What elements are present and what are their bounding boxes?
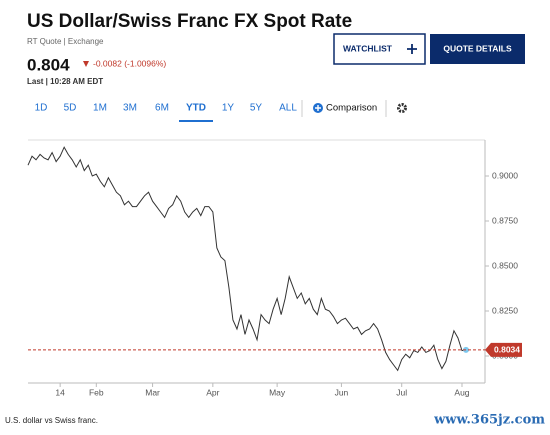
quote-source: RT Quote | Exchange [27, 37, 104, 46]
comparison-label[interactable]: Comparison [326, 103, 377, 114]
price-line [27, 146, 467, 372]
range-tab[interactable]: 1D [35, 103, 48, 114]
down-arrow [83, 61, 89, 67]
plus-icon [315, 105, 321, 111]
price: 0.804 [27, 55, 70, 74]
quote-details-label: QUOTE DETAILS [443, 43, 512, 53]
watermark: www.365jz.com [433, 413, 545, 428]
last-value-tag [485, 342, 522, 357]
range-tab[interactable]: YTD [186, 103, 206, 114]
x-tick-label: 14 [55, 387, 65, 397]
range-tab[interactable]: 5Y [250, 103, 263, 114]
last-value-label: 0.8034 [494, 345, 520, 355]
range-tab[interactable]: 1M [93, 103, 107, 114]
range-tab[interactable]: 1Y [222, 103, 235, 114]
x-tick-label: Aug [454, 387, 469, 397]
y-tick-label: 0.8250 [492, 305, 518, 315]
plot: 0.80000.82500.85000.87500.900014FebMarAp… [27, 146, 522, 397]
x-tick-label: Jun [335, 387, 349, 397]
range-tab[interactable]: 3M [123, 103, 137, 114]
quote-details-button[interactable] [430, 34, 525, 64]
y-tick-label: 0.9000 [492, 170, 518, 180]
last-time: Last | 10:28 AM EDT [27, 77, 103, 86]
caption: U.S. dollar vs Swiss franc. [5, 416, 98, 425]
range-tab[interactable]: ALL [279, 103, 297, 114]
title: US Dollar/Swiss Franc FX Spot Rate [27, 11, 352, 32]
x-tick-label: Feb [89, 387, 104, 397]
y-tick-label: 0.8500 [492, 260, 518, 270]
change: -0.0082 (-1.0096%) [93, 58, 166, 68]
settings-icon[interactable] [397, 103, 407, 113]
x-tick-label: Mar [145, 387, 160, 397]
plus-icon [407, 44, 417, 54]
y-tick-label: 0.8750 [492, 215, 518, 225]
range-tab[interactable]: 5D [64, 103, 77, 114]
watchlist-label: WATCHLIST [343, 43, 393, 53]
x-tick-label: Jul [396, 387, 407, 397]
x-tick-label: Apr [206, 387, 219, 397]
range-tabs: 1D 5D 1M 3M 6M YTD 1Y 5Y ALL [35, 103, 297, 122]
x-tick-label: May [269, 387, 286, 397]
range-tab[interactable]: 6M [155, 103, 169, 114]
